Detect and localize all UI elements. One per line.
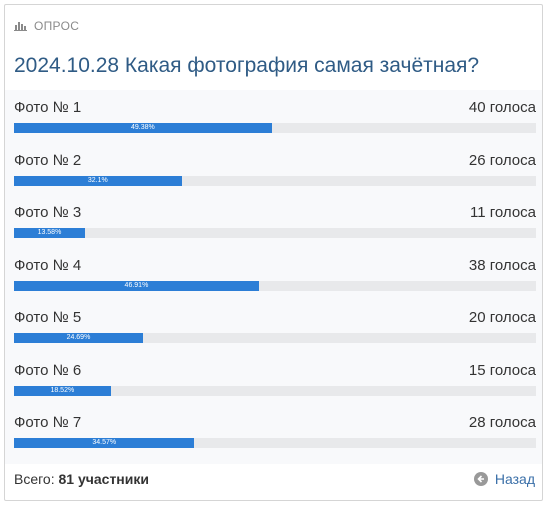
progress-track: 13.58% (14, 228, 536, 238)
poll-option-5: Фото № 5 20 голоса 24.69% (5, 300, 542, 353)
poll-question: 2024.10.28 Какая фотография самая зачётн… (14, 54, 480, 77)
bar-chart-icon (14, 22, 27, 31)
option-label: Фото № 7 (14, 414, 82, 431)
option-votes: 26 голоса (468, 151, 536, 169)
progress-track: 34.57% (14, 438, 536, 448)
total-value: 81 участники (58, 471, 149, 487)
option-votes: 40 голоса (468, 99, 536, 116)
progress-fill: 32.1% (14, 175, 182, 186)
progress-fill: 24.69% (14, 333, 143, 343)
option-label: Фото № 1 (14, 99, 82, 116)
option-label: Фото № 2 (14, 151, 82, 169)
poll-option-6: Фото № 6 15 голоса 18.52% (5, 353, 542, 406)
back-button[interactable]: Назад (473, 471, 535, 487)
progress-fill: 49.38% (14, 123, 272, 133)
poll-option-1: Фото № 1 40 голоса 49.38% (5, 90, 542, 143)
poll-option-7: Фото № 7 28 голоса 34.57% (5, 405, 542, 458)
option-votes: 20 голоса (468, 309, 536, 326)
option-label: Фото № 3 (14, 204, 82, 221)
poll-option-2: Фото № 2 26 голоса 32.1% (5, 143, 542, 196)
option-label: Фото № 4 (14, 256, 82, 274)
poll-header-label: ОПРОС (34, 19, 80, 33)
option-label: Фото № 5 (14, 309, 82, 326)
progress-fill: 46.91% (14, 280, 259, 291)
progress-track: 18.52% (14, 385, 536, 396)
total-prefix: Всего: (14, 471, 55, 487)
total-participants: Всего: 81 участники (14, 471, 149, 487)
option-label: Фото № 6 (14, 361, 82, 379)
progress-fill: 18.52% (14, 385, 111, 396)
poll-options: Фото № 1 40 голоса 49.38% Фото № 2 26 го… (5, 90, 542, 464)
progress-track: 32.1% (14, 175, 536, 186)
option-votes: 38 голоса (468, 256, 536, 274)
poll-option-3: Фото № 3 11 голоса 13.58% (5, 195, 542, 248)
option-votes: 11 голоса (470, 204, 536, 221)
progress-fill: 13.58% (14, 228, 85, 238)
arrow-left-circle-icon (473, 472, 488, 486)
progress-fill: 34.57% (14, 438, 195, 448)
poll-option-4: Фото № 4 38 голоса 46.91% (5, 248, 542, 301)
poll-footer: Всего: 81 участники Назад (14, 471, 535, 487)
option-votes: 28 голоса (468, 414, 536, 431)
progress-track: 24.69% (14, 333, 536, 343)
poll-header: ОПРОС (14, 19, 79, 33)
progress-track: 46.91% (14, 280, 536, 291)
option-votes: 15 голоса (468, 361, 536, 379)
back-label: Назад (494, 471, 535, 487)
poll-widget: ОПРОС 2024.10.28 Какая фотография самая … (4, 4, 543, 501)
progress-track: 49.38% (14, 123, 536, 133)
